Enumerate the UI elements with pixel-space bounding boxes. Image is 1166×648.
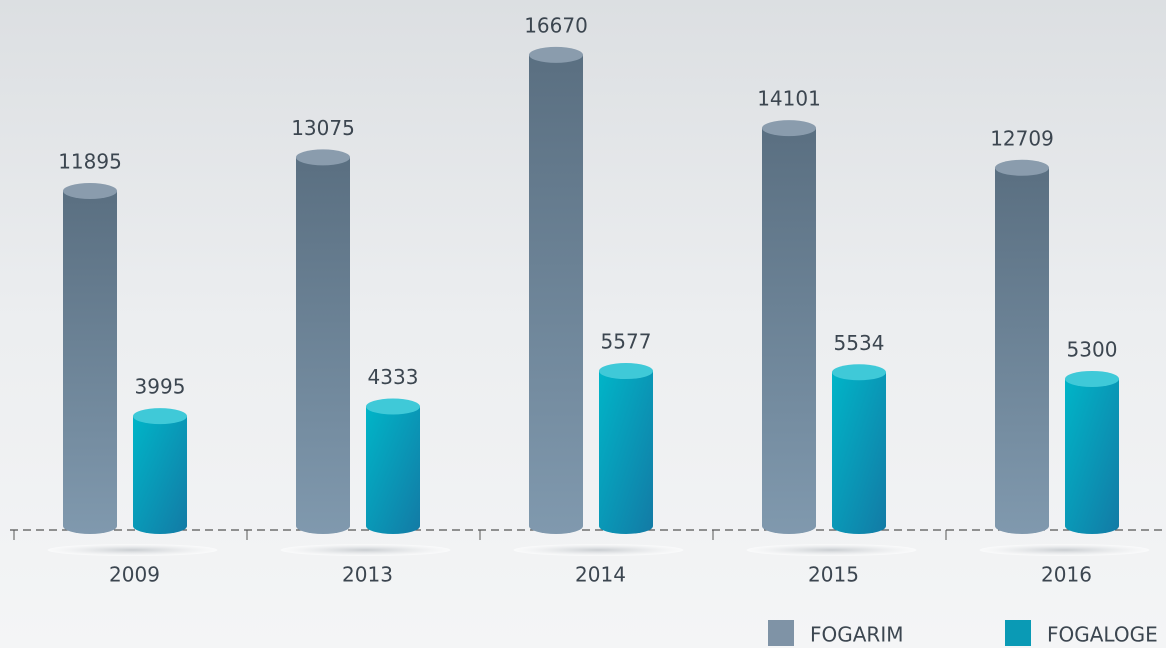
value-label: 13075 bbox=[291, 116, 355, 140]
bar bbox=[995, 168, 1049, 534]
bar-top bbox=[529, 47, 583, 63]
shadow bbox=[747, 544, 917, 556]
page: {"chart_data": {"type": "bar", "categori… bbox=[0, 0, 1166, 648]
value-label: 16670 bbox=[524, 13, 588, 37]
legend-swatch bbox=[768, 620, 794, 646]
value-label: 14101 bbox=[757, 87, 821, 111]
shadow bbox=[281, 544, 451, 556]
bar bbox=[762, 128, 816, 534]
value-label: 5534 bbox=[834, 331, 885, 355]
bar-top bbox=[599, 363, 653, 379]
x-tick-label: 2016 bbox=[1041, 563, 1092, 587]
bar-top bbox=[1065, 371, 1119, 387]
x-tick-label: 2013 bbox=[342, 563, 393, 587]
bar-top bbox=[296, 149, 350, 165]
bar bbox=[63, 191, 117, 534]
shadow bbox=[980, 544, 1150, 556]
legend-label: FOGARIM bbox=[810, 623, 903, 647]
x-tick-label: 2015 bbox=[808, 563, 859, 587]
chart: 2009 2013 2014 2015 2016 11895 13075 16670 14101… bbox=[0, 0, 1166, 648]
bar bbox=[529, 55, 583, 534]
bar bbox=[366, 407, 420, 534]
shadow bbox=[514, 544, 684, 556]
bar-top bbox=[832, 364, 886, 380]
shadow bbox=[48, 544, 218, 556]
bar bbox=[599, 371, 653, 534]
value-label: 5577 bbox=[601, 330, 652, 354]
legend-swatch bbox=[1005, 620, 1031, 646]
bar-top bbox=[762, 120, 816, 136]
bar bbox=[832, 372, 886, 534]
bar-top bbox=[63, 183, 117, 199]
value-label: 3995 bbox=[135, 375, 186, 399]
bar bbox=[133, 416, 187, 534]
bar-top bbox=[995, 160, 1049, 176]
x-tick-label: 2009 bbox=[109, 563, 160, 587]
x-tick-label: 2014 bbox=[575, 563, 626, 587]
value-label: 5300 bbox=[1067, 337, 1118, 361]
value-label: 4333 bbox=[368, 365, 419, 389]
bar-top bbox=[366, 399, 420, 415]
bar-top bbox=[133, 408, 187, 424]
legend-label: FOGALOGE bbox=[1047, 623, 1158, 647]
value-label: 11895 bbox=[58, 149, 122, 173]
value-label: 12709 bbox=[990, 126, 1054, 150]
bar bbox=[296, 157, 350, 534]
bar bbox=[1065, 379, 1119, 534]
